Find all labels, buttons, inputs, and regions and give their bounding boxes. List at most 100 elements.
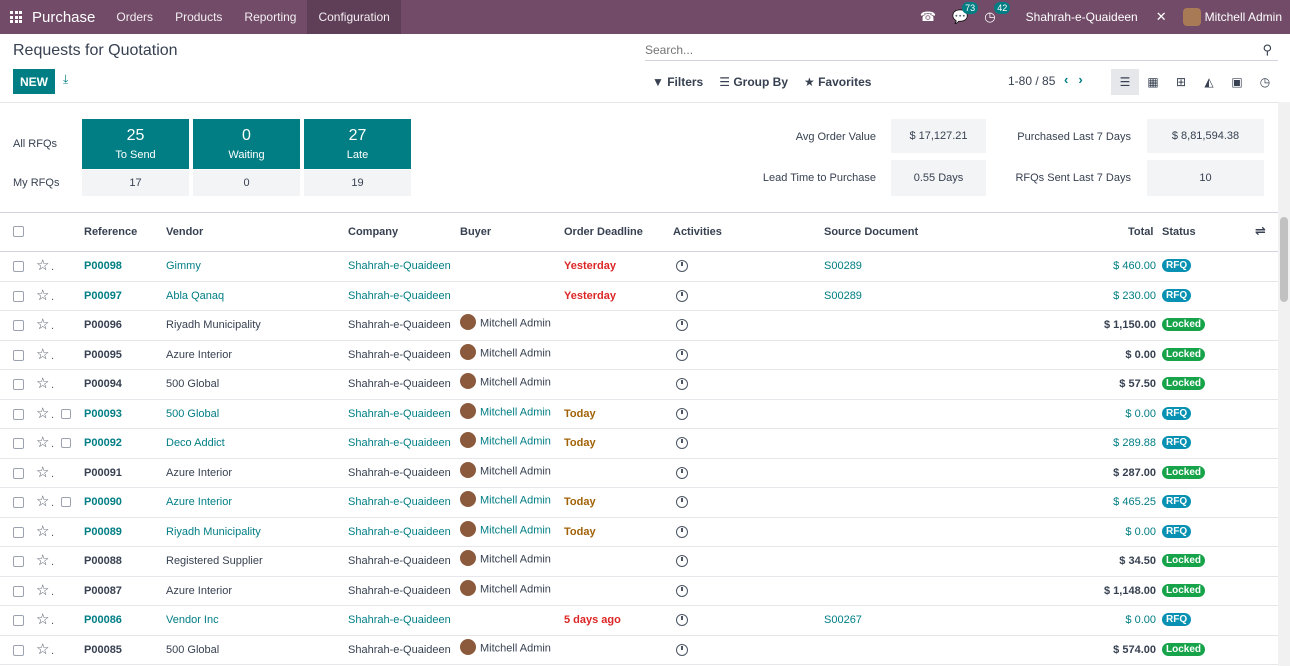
chevron-right-icon[interactable]: › bbox=[1078, 72, 1083, 87]
row-checkbox[interactable] bbox=[13, 497, 24, 508]
row-checkbox[interactable] bbox=[13, 290, 24, 302]
waiting-card[interactable]: 0 Waiting bbox=[193, 119, 300, 169]
activity-clock-icon[interactable] bbox=[676, 260, 688, 272]
priority-star-icon[interactable]: ☆ bbox=[36, 552, 50, 569]
priority-star-icon[interactable]: ☆ bbox=[36, 257, 50, 274]
calendar-view-icon[interactable]: ▣ bbox=[1231, 75, 1243, 89]
row-checkbox[interactable] bbox=[13, 408, 24, 420]
activity-clock-icon[interactable] bbox=[676, 289, 688, 302]
activity-clock-icon[interactable] bbox=[676, 496, 688, 508]
priority-star-icon[interactable]: ☆ bbox=[36, 611, 50, 628]
col-activities[interactable]: Activities bbox=[673, 226, 722, 238]
user-avatar[interactable] bbox=[1182, 8, 1201, 26]
table-row[interactable]: ☆ . P00097 Abla Qanaq Shahrah-e-Quaideen… bbox=[0, 282, 1278, 311]
table-row[interactable]: ☆ . P00093 500 Global Shahrah-e-Quaideen… bbox=[0, 400, 1278, 429]
priority-star-icon[interactable]: ☆ bbox=[36, 463, 50, 481]
col-total[interactable]: Total bbox=[1128, 226, 1154, 238]
priority-star-icon[interactable]: ☆ bbox=[36, 434, 50, 451]
menu-configuration[interactable]: Configuration bbox=[307, 0, 401, 34]
search-input[interactable] bbox=[645, 42, 1245, 57]
row-checkbox[interactable] bbox=[13, 526, 24, 538]
row-checkbox[interactable] bbox=[13, 467, 24, 479]
activity-clock-icon[interactable] bbox=[676, 319, 688, 331]
table-row[interactable]: ☆ . P00095 Azure Interior Shahrah-e-Quai… bbox=[0, 341, 1278, 370]
activity-clock-icon[interactable] bbox=[676, 525, 688, 538]
apps-grid-icon[interactable] bbox=[10, 11, 22, 23]
col-company[interactable]: Company bbox=[348, 226, 399, 238]
cell-reference[interactable]: P00090 bbox=[84, 496, 122, 508]
my-waiting[interactable]: 0 bbox=[193, 170, 300, 196]
pager-value[interactable]: 1-80 / 85 bbox=[1008, 74, 1056, 88]
graph-view-icon[interactable]: ◭ bbox=[1204, 75, 1214, 89]
row-checkbox[interactable] bbox=[13, 615, 24, 626]
priority-star-icon[interactable]: ☆ bbox=[36, 581, 50, 599]
cell-reference[interactable]: P00091 bbox=[84, 466, 122, 479]
priority-star-icon[interactable]: ☆ bbox=[36, 493, 50, 510]
activities-icon[interactable]: ◷ 42 bbox=[984, 2, 1011, 25]
table-row[interactable]: ☆ . P00089 Riyadh Municipality Shahrah-e… bbox=[0, 518, 1278, 547]
table-row[interactable]: ☆ . P00091 Azure Interior Shahrah-e-Quai… bbox=[0, 459, 1278, 488]
table-row[interactable]: ☆ . P00094 500 Global Shahrah-e-Quaideen… bbox=[0, 370, 1278, 400]
phone-icon[interactable]: ☎ bbox=[919, 9, 937, 24]
list-view-icon[interactable]: ☰ bbox=[1111, 69, 1139, 95]
activity-view-icon[interactable]: ◷ bbox=[1259, 75, 1271, 89]
new-button[interactable]: NEW bbox=[13, 69, 55, 94]
filters-button[interactable]: ▼ Filters bbox=[652, 75, 704, 89]
cell-reference[interactable]: P00092 bbox=[84, 437, 122, 449]
app-name[interactable]: Purchase bbox=[32, 8, 96, 26]
cell-reference[interactable]: P00089 bbox=[84, 525, 122, 538]
col-status[interactable]: Status bbox=[1162, 226, 1196, 238]
table-row[interactable]: ☆ . P00087 Azure Interior Shahrah-e-Quai… bbox=[0, 577, 1278, 606]
table-row[interactable]: ☆ . P00092 Deco Addict Shahrah-e-Quaidee… bbox=[0, 429, 1278, 459]
col-vendor[interactable]: Vendor bbox=[166, 226, 204, 238]
row-checkbox[interactable] bbox=[13, 438, 24, 449]
cell-reference[interactable]: P00095 bbox=[84, 348, 122, 361]
favorites-button[interactable]: ★ Favorites bbox=[804, 75, 872, 89]
menu-orders[interactable]: Orders bbox=[116, 10, 154, 24]
activity-clock-icon[interactable] bbox=[676, 584, 688, 597]
priority-star-icon[interactable]: ☆ bbox=[36, 345, 50, 363]
table-row[interactable]: ☆ . P00086 Vendor Inc Shahrah-e-Quaideen… bbox=[0, 606, 1278, 636]
cell-reference[interactable]: P00093 bbox=[84, 407, 122, 420]
scrollbar[interactable] bbox=[1278, 102, 1290, 666]
table-row[interactable]: ☆ . P00088 Registered Supplier Shahrah-e… bbox=[0, 547, 1278, 577]
table-row[interactable]: ☆ . P00085 500 Global Shahrah-e-Quaideen… bbox=[0, 636, 1278, 665]
kanban-view-icon[interactable]: ▦ bbox=[1147, 75, 1159, 89]
row-checkbox[interactable] bbox=[13, 585, 24, 597]
row-checkbox[interactable] bbox=[13, 644, 24, 656]
priority-star-icon[interactable]: ☆ bbox=[36, 522, 50, 540]
row-checkbox[interactable] bbox=[13, 379, 24, 390]
my-late[interactable]: 19 bbox=[304, 170, 411, 196]
download-icon[interactable]: ⤓ bbox=[63, 72, 69, 86]
col-order-deadline[interactable]: Order Deadline bbox=[564, 226, 643, 238]
tools-icon[interactable]: ✕ bbox=[1155, 9, 1167, 24]
cell-reference[interactable]: P00098 bbox=[84, 260, 122, 272]
messages-icon[interactable]: 💬 73 bbox=[952, 2, 979, 25]
row-checkbox[interactable] bbox=[13, 556, 24, 567]
table-row[interactable]: ☆ . P00098 Gimmy Shahrah-e-Quaideen Yest… bbox=[0, 252, 1278, 282]
to-send-card[interactable]: 25 To Send bbox=[82, 119, 189, 169]
row-checkbox[interactable] bbox=[13, 349, 24, 361]
activity-clock-icon[interactable] bbox=[676, 407, 688, 420]
activity-clock-icon[interactable] bbox=[676, 643, 688, 656]
table-row[interactable]: ☆ . P00090 Azure Interior Shahrah-e-Quai… bbox=[0, 488, 1278, 518]
chevron-left-icon[interactable]: ‹ bbox=[1064, 72, 1069, 87]
pivot-view-icon[interactable]: ⊞ bbox=[1175, 75, 1187, 89]
groupby-button[interactable]: ☰ Group By bbox=[719, 75, 788, 89]
table-row[interactable]: ☆ . P00096 Riyadh Municipality Shahrah-e… bbox=[0, 311, 1278, 341]
user-menu[interactable]: Mitchell Admin bbox=[1204, 10, 1282, 24]
activity-clock-icon[interactable] bbox=[676, 378, 688, 390]
menu-products[interactable]: Products bbox=[175, 10, 223, 24]
activity-clock-icon[interactable] bbox=[676, 614, 688, 626]
cell-reference[interactable]: P00086 bbox=[84, 614, 122, 626]
cell-reference[interactable]: P00096 bbox=[84, 319, 122, 331]
activity-clock-icon[interactable] bbox=[676, 437, 688, 449]
select-all-checkbox[interactable] bbox=[13, 226, 24, 237]
late-card[interactable]: 27 Late bbox=[304, 119, 411, 169]
company-switcher[interactable]: Shahrah-e-Quaideen bbox=[1025, 10, 1138, 24]
activity-clock-icon[interactable] bbox=[676, 555, 688, 567]
activity-clock-icon[interactable] bbox=[676, 466, 688, 479]
row-checkbox[interactable] bbox=[13, 261, 24, 272]
col-reference[interactable]: Reference bbox=[84, 226, 138, 238]
search-icon[interactable]: ⚲ bbox=[1262, 42, 1272, 57]
